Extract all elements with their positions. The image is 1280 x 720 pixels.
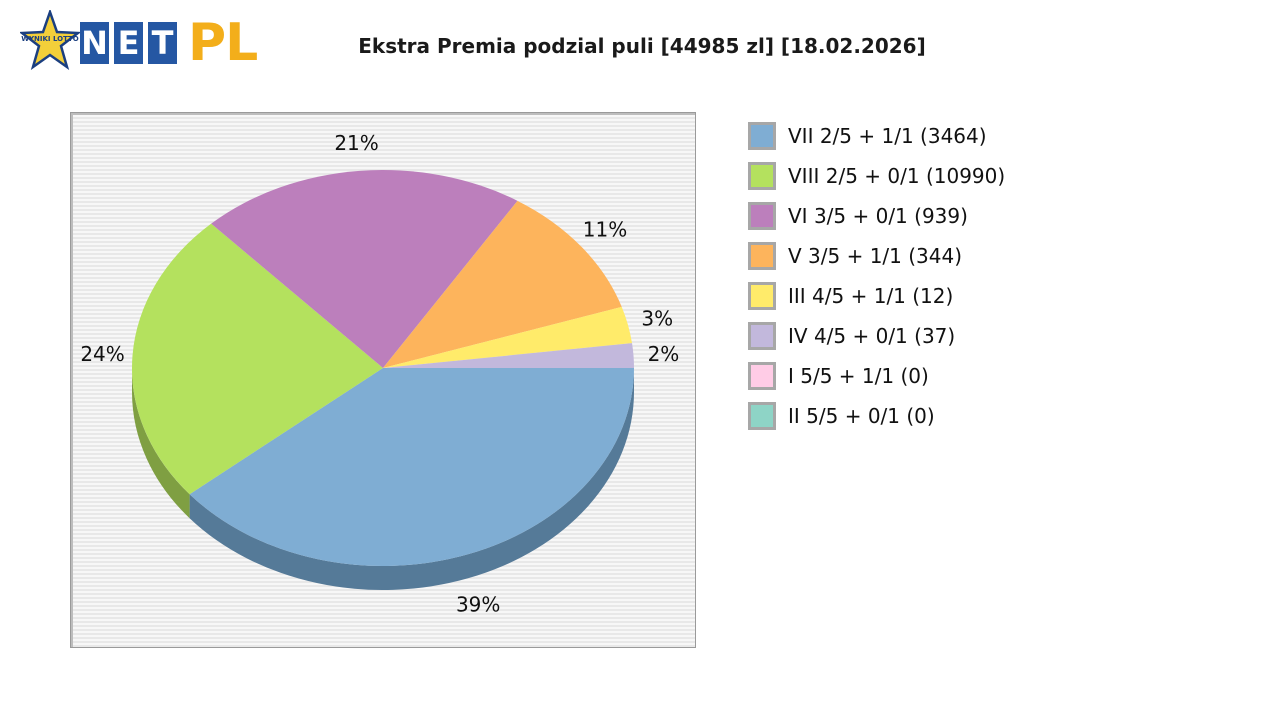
- pie-slice-side: [132, 368, 190, 519]
- legend-item: I 5/5 + 1/1 (0): [748, 362, 1248, 402]
- pie-slice: [383, 306, 633, 368]
- legend-swatch: [748, 282, 776, 310]
- star-logo-icon: WYNIKI LOTTO: [20, 10, 80, 70]
- legend-swatch: [748, 362, 776, 390]
- pie-slice: [383, 200, 622, 368]
- legend-item: VIII 2/5 + 0/1 (10990): [748, 162, 1248, 202]
- pie-slice: [189, 368, 634, 566]
- legend-item: V 3/5 + 1/1 (344): [748, 242, 1248, 282]
- legend-item: III 4/5 + 1/1 (12): [748, 282, 1248, 322]
- legend-swatch: [748, 162, 776, 190]
- chart-title: Ekstra Premia podzial puli [44985 zl] [1…: [358, 34, 926, 58]
- logo-letter-n: N: [80, 22, 109, 64]
- legend-label: V 3/5 + 1/1 (344): [788, 244, 963, 268]
- legend-label: II 5/5 + 0/1 (0): [788, 404, 935, 428]
- legend-swatch: [748, 202, 776, 230]
- legend-label: VII 2/5 + 1/1 (3464): [788, 124, 987, 148]
- pie-slice: [211, 169, 518, 368]
- legend-item: IV 4/5 + 0/1 (37): [748, 322, 1248, 362]
- logo-pl-text: PL: [188, 13, 258, 73]
- legend-swatch: [748, 322, 776, 350]
- pie-slice-side: [189, 368, 634, 590]
- netpl-logo[interactable]: WYNIKI LOTTO N E T PL: [20, 10, 264, 73]
- pie-percent-label: 3%: [641, 307, 673, 331]
- pie-slice: [383, 343, 634, 368]
- legend: VII 2/5 + 1/1 (3464) VIII 2/5 + 0/1 (1099…: [748, 122, 1248, 442]
- legend-label: IV 4/5 + 0/1 (37): [788, 324, 956, 348]
- legend-label: I 5/5 + 1/1 (0): [788, 364, 929, 388]
- pie-percent-label: 11%: [583, 217, 627, 241]
- legend-item: VI 3/5 + 0/1 (939): [748, 202, 1248, 242]
- legend-label: VIII 2/5 + 0/1 (10990): [788, 164, 1006, 188]
- legend-item: VII 2/5 + 1/1 (3464): [748, 122, 1248, 162]
- logo-badge-text: WYNIKI LOTTO: [21, 35, 79, 43]
- legend-label: III 4/5 + 1/1 (12): [788, 284, 954, 308]
- pie-percent-label: 21%: [334, 131, 378, 155]
- pie-percent-label: 39%: [456, 593, 500, 617]
- logo-letter-e: E: [114, 22, 143, 64]
- legend-item: II 5/5 + 0/1 (0): [748, 402, 1248, 442]
- legend-swatch: [748, 122, 776, 150]
- legend-label: VI 3/5 + 0/1 (939): [788, 204, 968, 228]
- pie-percent-label: 24%: [80, 342, 124, 366]
- legend-swatch: [748, 402, 776, 430]
- pie-percent-label: 2%: [648, 342, 680, 366]
- legend-swatch: [748, 242, 776, 270]
- logo-letter-t: T: [148, 22, 177, 64]
- pie-slice: [132, 223, 383, 495]
